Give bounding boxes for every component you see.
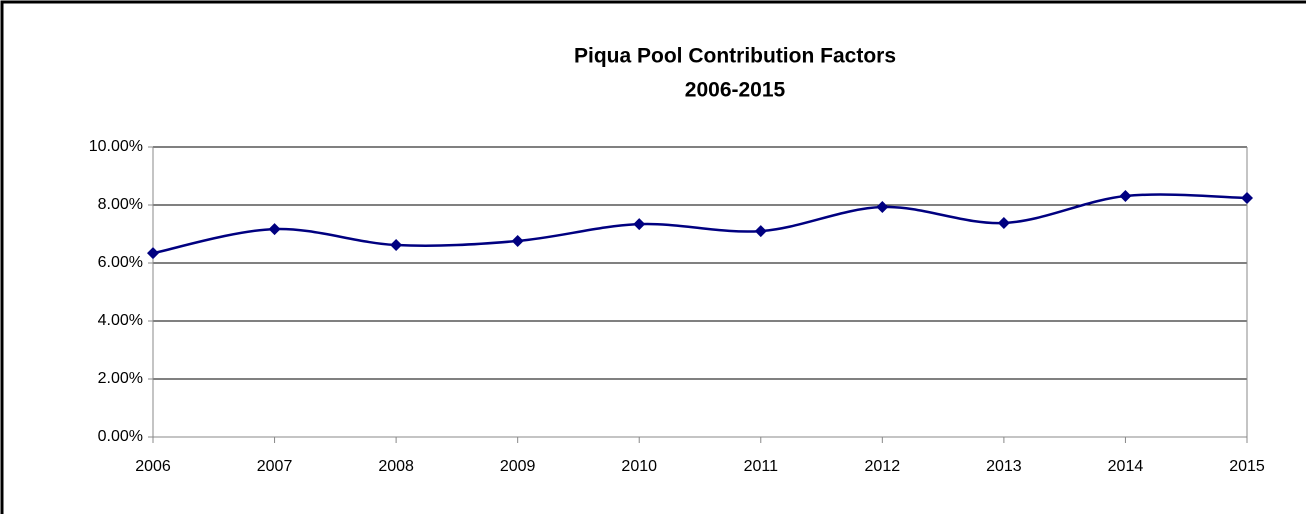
point-marker [268, 223, 281, 236]
x-tick-label: 2007 [257, 458, 293, 475]
x-tick-label: 2013 [986, 458, 1022, 475]
chart-subtitle: 2006-2015 [685, 79, 786, 102]
point-marker [754, 225, 767, 238]
point-marker [511, 234, 524, 247]
y-tick-label: 2.00% [98, 370, 143, 387]
y-tick-label: 6.00% [98, 254, 143, 271]
series-line [152, 193, 1248, 255]
point-marker [997, 216, 1010, 229]
y-tick-label: 0.00% [98, 428, 143, 445]
x-tick-label: 2008 [378, 458, 414, 475]
x-tick-label: 2009 [500, 458, 536, 475]
y-tick-label: 4.00% [98, 312, 143, 329]
x-tick-label: 2011 [744, 458, 779, 475]
y-tick-label: 8.00% [98, 196, 143, 213]
x-tick-label: 2006 [135, 458, 171, 475]
chart-title: Piqua Pool Contribution Factors [574, 45, 896, 68]
point-marker [1241, 192, 1253, 205]
point-marker [1119, 190, 1132, 203]
x-tick-label: 2010 [621, 458, 657, 475]
y-tick-label: 10.00% [89, 138, 143, 155]
x-tick-label: 2014 [1108, 458, 1144, 475]
point-marker [390, 239, 403, 252]
point-marker [147, 247, 159, 260]
point-marker [633, 218, 646, 231]
x-tick-label: 2012 [865, 458, 901, 475]
x-tick-label: 2015 [1229, 458, 1265, 475]
point-marker [876, 201, 889, 214]
